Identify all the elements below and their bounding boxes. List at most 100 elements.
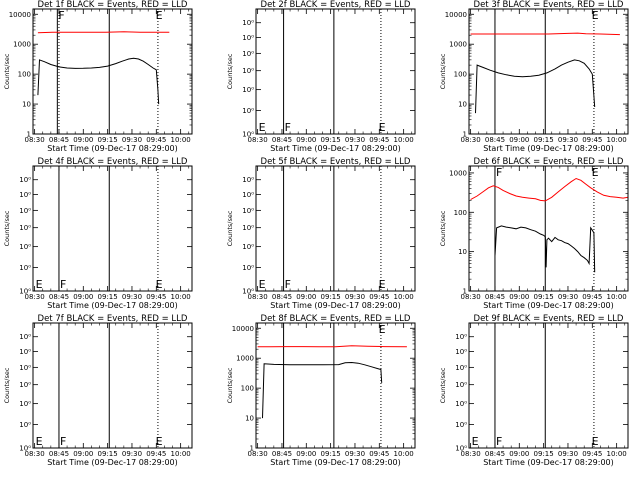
detector-panel-2: Det 2f BLACK = Events, RED = LLD Counts/s…	[226, 0, 416, 153]
panel-title: Det 1f BLACK = Events, RED = LLD	[38, 0, 188, 10]
marker-label: F	[496, 166, 502, 179]
y-tick-label: 10⁰	[19, 333, 31, 341]
x-tick-label: 08:30	[248, 136, 268, 144]
y-tick-label: 10⁰	[242, 176, 254, 184]
marker-label: E	[156, 278, 163, 291]
x-tick-label: 09:45	[369, 136, 389, 144]
x-tick-label: 08:30	[248, 293, 268, 301]
x-tick-label: 09:45	[582, 450, 602, 458]
x-axis-label: Start Time (09-Dec-17 08:29:00)	[270, 144, 401, 153]
series-lld-line	[257, 345, 407, 348]
y-axis-label: Counts/sec	[226, 210, 234, 246]
axes-frame	[32, 322, 193, 449]
x-axis-label: Start Time (09-Dec-17 08:29:00)	[483, 458, 614, 467]
x-axis-label: Start Time (09-Dec-17 08:29:00)	[47, 144, 178, 153]
y-tick-label: 100	[241, 385, 254, 393]
axes-frame	[255, 8, 416, 135]
marker-label: E	[156, 9, 163, 22]
y-tick-label: 10⁰	[242, 131, 254, 139]
series-lld-line	[37, 31, 170, 34]
y-tick-label: 10⁰	[19, 348, 31, 356]
x-tick-label: 09:00	[296, 450, 316, 458]
series-events-line	[262, 361, 383, 419]
x-tick-label: 10:00	[394, 293, 414, 301]
panel-title: Det 3f BLACK = Events, RED = LLD	[474, 0, 624, 10]
y-tick-label: 10⁰	[455, 364, 467, 372]
plot-area	[58, 166, 159, 291]
y-tick-label: 10⁰	[19, 445, 31, 453]
axes-frame	[32, 165, 193, 292]
axes-frame	[255, 322, 416, 449]
x-axis-label: Start Time (09-Dec-17 08:29:00)	[47, 458, 178, 467]
y-tick-label: 10⁰	[19, 381, 31, 389]
y-tick-label: 10000	[9, 11, 31, 19]
y-tick-label: 10⁰	[455, 400, 467, 408]
x-tick-label: 09:45	[582, 136, 602, 144]
x-tick-label: 09:15	[321, 293, 341, 301]
y-axis-label: Counts/sec	[439, 367, 447, 403]
panel-title: Det 4f BLACK = Events, RED = LLD	[38, 157, 188, 167]
y-tick-label: 10⁰	[19, 243, 31, 251]
marker-label: E	[36, 278, 43, 291]
plot-area	[283, 9, 382, 134]
y-tick-label: 10000	[232, 325, 254, 333]
x-tick-label: 10:00	[171, 136, 191, 144]
y-tick-label: 10⁰	[19, 400, 31, 408]
panel-title: Det 7f BLACK = Events, RED = LLD	[38, 314, 188, 324]
x-tick-label: 09:45	[146, 450, 166, 458]
y-axis-label: Counts/sec	[3, 53, 11, 89]
x-tick-label: 09:30	[122, 136, 142, 144]
y-tick-label: 10⁰	[242, 264, 254, 272]
y-tick-label: 10⁰	[242, 243, 254, 251]
x-tick-label: 10:00	[171, 293, 191, 301]
marker-label: F	[496, 435, 502, 448]
x-tick-label: 09:00	[509, 136, 529, 144]
x-tick-label: 09:30	[558, 136, 578, 144]
x-tick-label: 10:00	[607, 450, 627, 458]
panel-title: Det 5f BLACK = Events, RED = LLD	[261, 157, 411, 167]
y-tick-label: 100	[18, 71, 31, 79]
x-tick-label: 09:00	[73, 450, 93, 458]
x-tick-label: 09:15	[98, 136, 118, 144]
y-tick-label: 10⁰	[19, 421, 31, 429]
y-axis-label: Counts/sec	[439, 53, 447, 89]
x-tick-label: 08:30	[25, 450, 45, 458]
y-tick-label: 10000	[445, 11, 467, 19]
x-tick-label: 10:00	[171, 450, 191, 458]
x-tick-label: 10:00	[607, 136, 627, 144]
x-tick-label: 08:30	[248, 450, 268, 458]
y-tick-label: 100	[454, 71, 467, 79]
y-axis-label: Counts/sec	[3, 210, 11, 246]
series-lld-line	[470, 32, 620, 36]
x-tick-label: 09:30	[345, 293, 365, 301]
detector-panel-4: Det 4f BLACK = Events, RED = LLD Counts/s…	[3, 157, 193, 310]
x-tick-label: 08:45	[49, 450, 69, 458]
axes-frame	[255, 165, 416, 292]
detector-panel-3: Det 3f BLACK = Events, RED = LLD Counts/s…	[439, 0, 629, 153]
detector-panel-1: Det 1f BLACK = Events, RED = LLD Counts/s…	[3, 0, 193, 153]
series-events-line	[494, 225, 596, 273]
y-tick-label: 10⁰	[242, 19, 254, 27]
y-tick-label: 10⁰	[19, 364, 31, 372]
panel-title: Det 9f BLACK = Events, RED = LLD	[474, 314, 624, 324]
x-tick-label: 10:00	[607, 293, 627, 301]
detector-panel-7: Det 7f BLACK = Events, RED = LLD Counts/s…	[3, 314, 193, 467]
x-tick-label: 08:30	[461, 293, 481, 301]
x-tick-label: 09:15	[534, 450, 554, 458]
marker-label: E	[592, 435, 599, 448]
marker-label: E	[472, 435, 479, 448]
x-tick-label: 09:45	[369, 293, 389, 301]
detector-panel-5: Det 5f BLACK = Events, RED = LLD Counts/s…	[226, 157, 416, 310]
marker-label: E	[379, 121, 386, 134]
marker-label: E	[592, 9, 599, 22]
y-tick-label: 10⁰	[242, 224, 254, 232]
y-tick-label: 10⁰	[19, 191, 31, 199]
axes-frame	[468, 165, 629, 292]
plot-area	[494, 323, 595, 448]
x-tick-label: 09:15	[98, 293, 118, 301]
x-axis-label: Start Time (09-Dec-17 08:29:00)	[483, 301, 614, 310]
x-tick-label: 09:30	[345, 136, 365, 144]
x-tick-label: 10:00	[394, 136, 414, 144]
x-tick-label: 09:00	[509, 450, 529, 458]
